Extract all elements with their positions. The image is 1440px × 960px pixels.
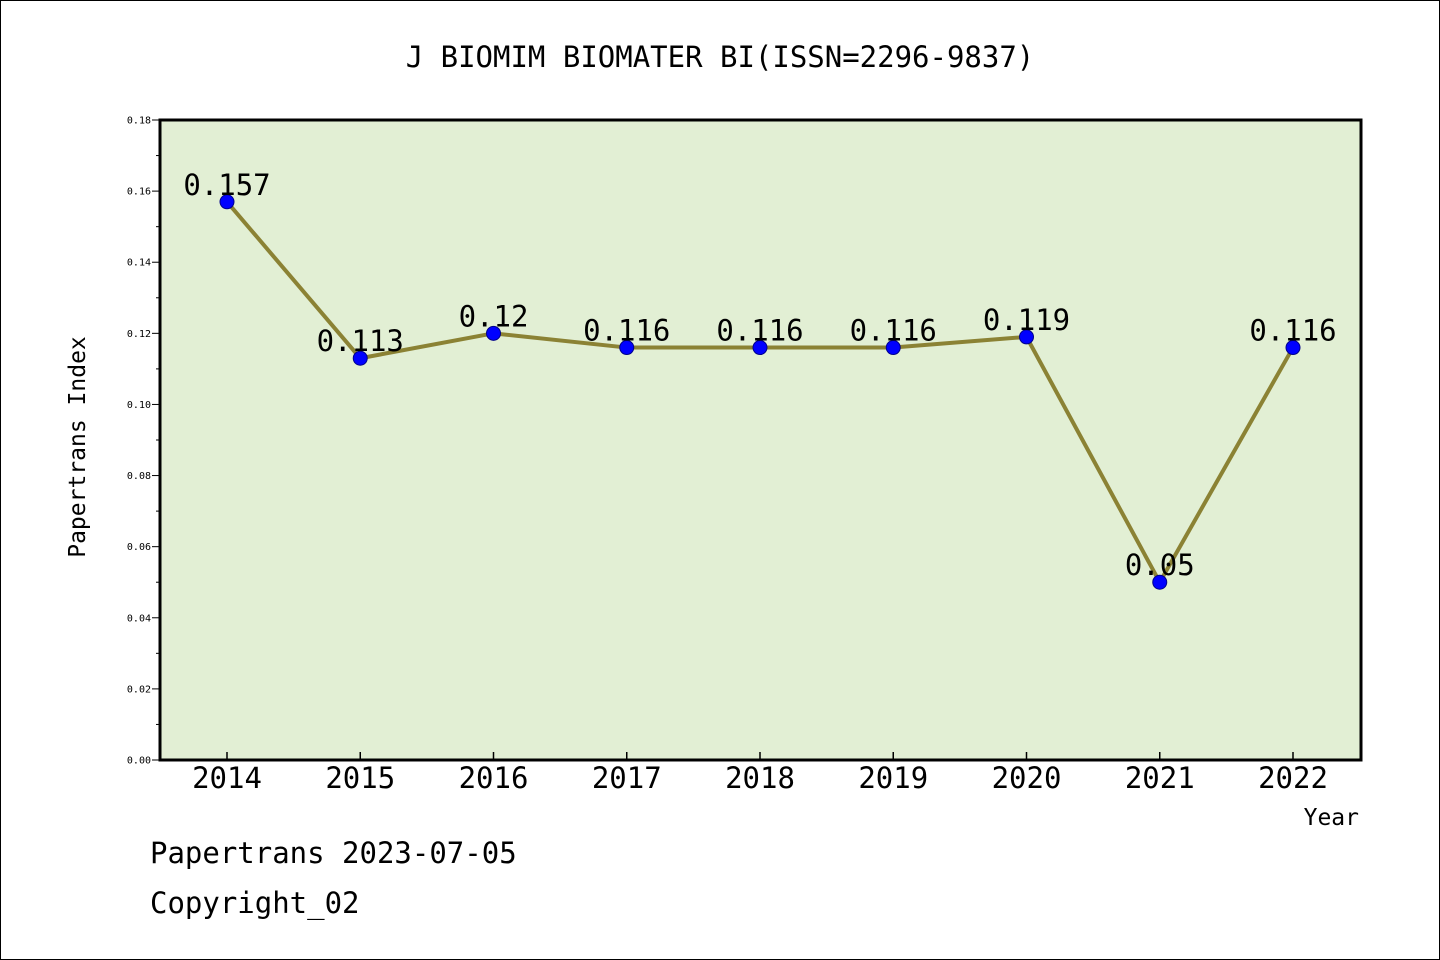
x-tick-label: 2019 [858,761,928,795]
data-point-marker [1019,329,1034,345]
x-tick-label: 2018 [725,761,795,795]
data-point-marker [752,340,768,356]
data-point-marker [1285,340,1301,356]
y-tick-label: 0.00 [127,756,151,767]
x-tick-label: 2020 [992,761,1062,795]
plot-area [158,118,1363,762]
x-axis: 2014 2015 2016 2017 2018 2019 2020 2021 2022 [192,752,1328,795]
data-label: 0.116 [583,314,670,348]
x-tick-label: 2015 [325,761,395,795]
y-tick-label: 0.04 [127,613,151,624]
data-label: 0.116 [716,314,803,348]
x-tick-label: 2014 [192,761,262,795]
x-tick-label: 2022 [1258,761,1328,795]
y-tick-label: 0.18 [127,116,151,127]
x-tick-label: 2017 [592,761,662,795]
y-tick-label: 0.08 [127,471,151,482]
data-label: 0.113 [317,324,404,358]
chart-title: J BIOMIM BIOMATER BI(ISSN=2296-9837) [406,40,1035,74]
y-tick-label: 0.14 [127,258,151,269]
x-axis-label: Year [1304,805,1359,831]
data-point-marker [486,325,501,341]
x-tick-label: 2016 [459,761,529,795]
data-label: 0.157 [183,168,270,202]
data-point-marker [619,340,635,356]
y-axis-label: Papertrans Index [65,336,91,558]
data-label: 0.119 [983,303,1070,337]
y-axis: 0.00 0.02 0.04 0.06 0.08 0.10 0.12 0.14 0.16 0.18 [127,116,160,767]
y-tick-label: 0.16 [127,187,151,198]
data-label: 0.116 [850,314,937,348]
data-point-marker [885,340,901,356]
data-point-marker [219,194,235,210]
x-tick-label: 2021 [1125,761,1195,795]
y-tick-label: 0.10 [127,400,151,411]
y-tick-label: 0.02 [127,684,151,695]
data-point-marker [352,350,368,366]
data-point-marker [1152,574,1168,590]
data-label: 0.05 [1125,548,1195,582]
footer-copyright-text: Copyright_02 [150,886,360,920]
series-group: 0.157 0.113 0.12 0.116 0.116 0.116 0.119 0.05 0.… [183,168,1337,590]
y-tick-label: 0.12 [127,329,151,340]
footer-date-text: Papertrans 2023-07-05 [150,836,517,870]
y-tick-label: 0.06 [127,542,151,553]
data-label: 0.12 [459,299,529,333]
data-label: 0.116 [1249,314,1336,348]
